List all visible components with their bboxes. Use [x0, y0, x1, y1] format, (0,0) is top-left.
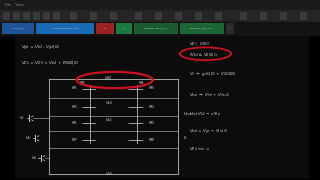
Bar [36, 23, 94, 34]
Bar [215, 12, 222, 19]
Text: $M_2$: $M_2$ [148, 120, 155, 127]
Bar [134, 23, 178, 34]
Text: $V_{out}$ $V_{b2}$ $-$ $v_{THp}$: $V_{out}$ $V_{b2}$ $-$ $v_{THp}$ [189, 110, 221, 119]
Text: $V_{g4}$ = $V_{b2}$ : $V_{g2}|_{D2}$: $V_{g4}$ = $V_{b2}$ : $V_{g2}|_{D2}$ [21, 43, 60, 52]
Bar [90, 12, 97, 19]
Text: $V_{DD}$: $V_{DD}$ [104, 75, 113, 82]
Text: MultimediaDesign 2024: MultimediaDesign 2024 [52, 28, 78, 29]
Text: $(V_{b4}$ & $V_{DS3}|_{1r}$: $(V_{b4}$ & $V_{DS3}|_{1r}$ [189, 52, 219, 59]
Bar [0, 10, 320, 22]
Text: $M_5$: $M_5$ [71, 85, 78, 92]
Text: +: + [229, 28, 231, 29]
Text: $M_5$: $M_5$ [79, 79, 86, 87]
Bar [23, 12, 30, 19]
Bar [260, 12, 267, 19]
Text: $V_{out}$: $V_{out}$ [183, 110, 193, 118]
Bar [110, 12, 117, 19]
Bar [300, 12, 307, 19]
Text: $V_{b4}$: $V_{b4}$ [105, 99, 113, 107]
Text: $V_{SS}$: $V_{SS}$ [105, 170, 113, 177]
Text: EECE3634_2024_L8.1: EECE3634_2024_L8.1 [190, 28, 214, 29]
Bar [3, 12, 10, 19]
Bar [53, 12, 60, 19]
Bar [155, 12, 162, 19]
Bar [70, 12, 77, 19]
Bar [15, 36, 308, 178]
Text: $M_6$: $M_6$ [148, 85, 155, 92]
Text: $V_{b2}$: $V_{b2}$ [105, 116, 113, 124]
Text: $M_3$: $M_3$ [71, 103, 78, 111]
Text: $V_{D1}$ = $V_{D3}$ = $V_{b4}$ + $R_{SD4}|_{D3}$: $V_{D1}$ = $V_{D3}$ = $V_{b4}$ + $R_{SD4… [21, 59, 79, 67]
Text: $V_{D1}$   $V_{DS3}$: $V_{D1}$ $V_{DS3}$ [189, 41, 211, 48]
Bar [175, 12, 182, 19]
Bar [0, 22, 320, 35]
Bar [0, 0, 320, 10]
Text: $I_1$: $I_1$ [183, 134, 188, 142]
Bar [116, 23, 132, 34]
Text: $M_8$: $M_8$ [148, 137, 155, 144]
Bar [226, 23, 234, 34]
Bar [15, 36, 308, 178]
Bar [33, 12, 40, 19]
Text: $M_1$: $M_1$ [71, 120, 78, 127]
Text: $V_c$: $V_c$ [19, 114, 25, 122]
Text: 74: 74 [123, 28, 125, 29]
Bar [195, 12, 202, 19]
Text: Inbox_2024: Inbox_2024 [12, 28, 24, 29]
Bar [240, 12, 247, 19]
Bar [13, 12, 20, 19]
Bar [2, 23, 34, 34]
Bar [135, 12, 142, 19]
Bar [180, 23, 224, 34]
Text: $V_a$: $V_a$ [31, 154, 37, 162]
Bar [96, 23, 114, 34]
Text: $V_{out}$ $\rightarrow$ $V_{(n)}$ + $V_{(m,4)}$: $V_{out}$ $\rightarrow$ $V_{(n)}$ + $V_{… [189, 92, 231, 99]
Text: EECE3634_2024_L8.0: EECE3634_2024_L8.0 [144, 28, 168, 29]
Bar [43, 12, 50, 19]
Text: $V_{D4,max}$ =: $V_{D4,max}$ = [189, 146, 211, 153]
Text: File    View: File View [5, 3, 24, 7]
Text: $V_b$: $V_b$ [25, 134, 31, 142]
Text: $V_1$ $\rightarrow$ $g_{m1}|_{D2}$ + $V_{GS4}|_{D4}$: $V_1$ $\rightarrow$ $g_{m1}|_{D2}$ + $V_… [189, 70, 237, 78]
Text: $M_7$: $M_7$ [71, 137, 78, 144]
Text: $V_{out}$ = $V_{gs}$ + $V_{(m,4)}$: $V_{out}$ = $V_{gs}$ + $V_{(m,4)}$ [189, 127, 228, 136]
Text: $M_6$: $M_6$ [138, 79, 144, 87]
Text: $M_4$: $M_4$ [148, 103, 155, 111]
Text: 67: 67 [104, 28, 106, 29]
Bar [280, 12, 287, 19]
